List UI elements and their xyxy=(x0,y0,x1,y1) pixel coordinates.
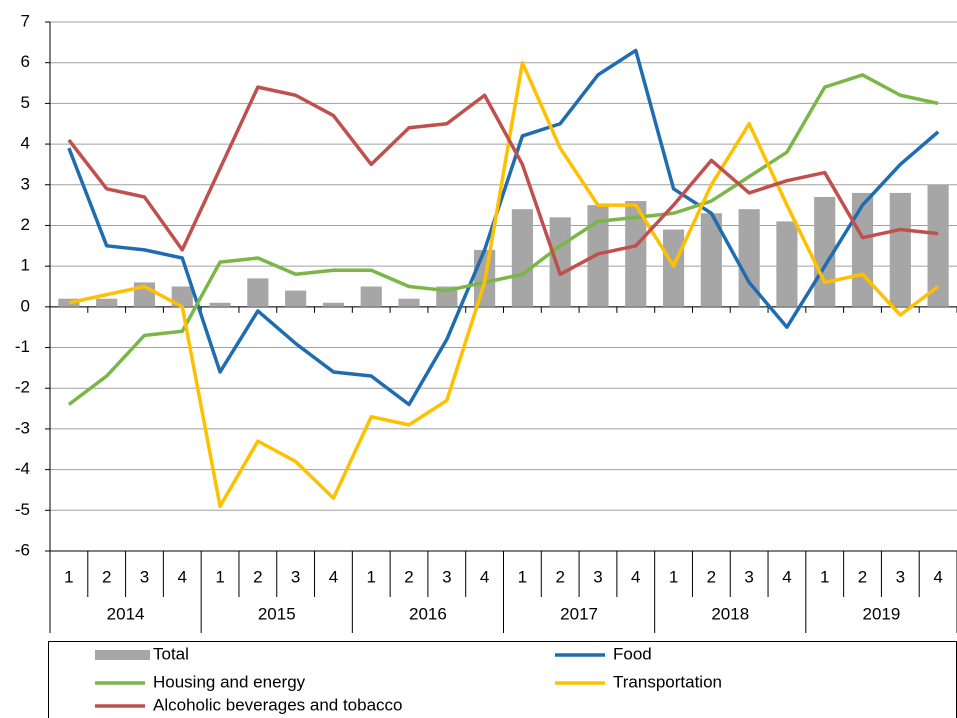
bar xyxy=(587,205,609,307)
x-tick-label: 2 xyxy=(102,567,111,586)
y-tick-label: -2 xyxy=(15,378,30,397)
x-tick-label: 4 xyxy=(329,567,338,586)
x-tick-label: 1 xyxy=(669,567,678,586)
bar xyxy=(360,286,382,307)
x-tick-label: 1 xyxy=(366,567,375,586)
line xyxy=(67,85,939,277)
line xyxy=(68,60,940,508)
line xyxy=(67,73,939,406)
x-tick-label: 1 xyxy=(820,567,829,586)
x-tick-label: 3 xyxy=(593,567,602,586)
legend-label: Alcoholic beverages and tobacco xyxy=(153,695,403,714)
bar xyxy=(398,298,420,307)
y-tick-label: 1 xyxy=(21,256,30,275)
y-tick-label: 6 xyxy=(21,52,30,71)
bar xyxy=(171,286,193,307)
x-tick-label: 3 xyxy=(442,567,451,586)
bar xyxy=(776,221,798,307)
y-tick-label: 7 xyxy=(21,11,30,30)
y-tick-label: 4 xyxy=(21,134,30,153)
x-tick-label: 2 xyxy=(404,567,413,586)
legend-swatch xyxy=(95,650,150,660)
y-tick-label: 2 xyxy=(21,215,30,234)
line xyxy=(67,48,940,407)
y-tick-label: -1 xyxy=(15,337,30,356)
x-tick-label: 2 xyxy=(858,567,867,586)
x-tick-label: 2 xyxy=(253,567,262,586)
bar xyxy=(927,184,949,307)
year-label: 2018 xyxy=(711,604,749,623)
legend-label: Transportation xyxy=(613,672,722,691)
x-tick-label: 4 xyxy=(933,567,942,586)
y-tick-label: 3 xyxy=(21,174,30,193)
bar xyxy=(96,298,118,307)
x-tick-label: 4 xyxy=(480,567,489,586)
y-tick-label: -5 xyxy=(15,500,30,519)
legend-label: Housing and energy xyxy=(153,672,306,691)
bar xyxy=(511,209,533,307)
x-tick-label: 3 xyxy=(896,567,905,586)
x-tick-label: 3 xyxy=(744,567,753,586)
x-tick-label: 1 xyxy=(518,567,527,586)
bar xyxy=(209,302,231,307)
x-tick-label: 3 xyxy=(291,567,300,586)
bar xyxy=(851,192,874,307)
x-tick-label: 4 xyxy=(631,567,640,586)
y-tick-label: -6 xyxy=(15,540,30,559)
bar xyxy=(700,213,722,307)
y-tick-label: -4 xyxy=(15,459,30,478)
bar xyxy=(662,229,685,307)
bar xyxy=(738,209,760,307)
year-label: 2019 xyxy=(863,604,901,623)
bar xyxy=(247,278,269,307)
x-tick-label: 4 xyxy=(178,567,187,586)
bar xyxy=(814,196,836,307)
y-tick-label: 0 xyxy=(21,296,30,315)
bar xyxy=(889,192,911,307)
bar xyxy=(285,290,307,307)
x-tick-label: 1 xyxy=(215,567,224,586)
y-tick-label: -3 xyxy=(15,418,30,437)
bar xyxy=(322,302,345,307)
year-label: 2016 xyxy=(409,604,447,623)
year-label: 2017 xyxy=(560,604,598,623)
legend-label: Total xyxy=(153,644,189,663)
bar xyxy=(625,201,647,307)
bar xyxy=(549,217,571,307)
year-label: 2014 xyxy=(107,604,145,623)
y-tick-label: 5 xyxy=(21,93,30,112)
x-tick-label: 2 xyxy=(707,567,716,586)
year-label: 2015 xyxy=(258,604,296,623)
x-tick-label: 4 xyxy=(782,567,791,586)
legend-label: Food xyxy=(613,644,652,663)
x-tick-label: 1 xyxy=(64,567,73,586)
x-tick-label: 2 xyxy=(555,567,564,586)
x-tick-label: 3 xyxy=(140,567,149,586)
